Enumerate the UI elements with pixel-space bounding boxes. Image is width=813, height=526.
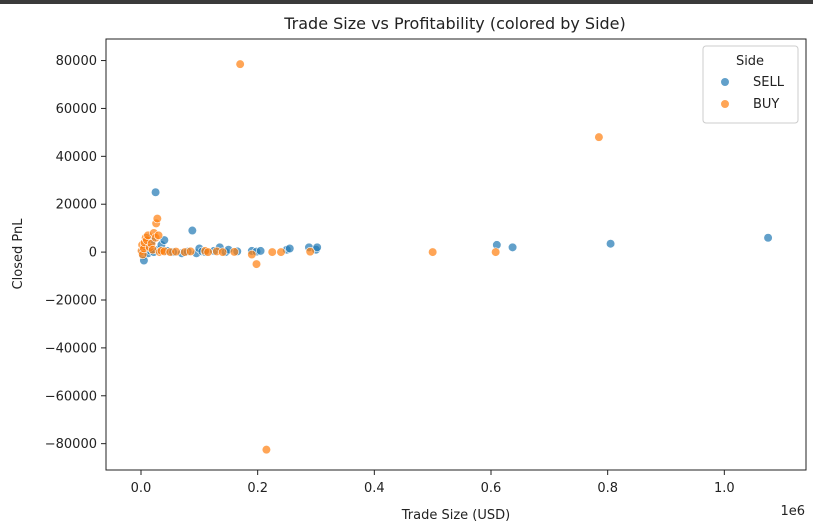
data-point-sell	[255, 246, 266, 256]
y-axis-label: Closed PnL	[11, 218, 26, 290]
plot-area	[105, 38, 807, 471]
y-tick-label: 40000	[56, 150, 97, 165]
x-tick-label: 0.4	[364, 481, 385, 496]
x-tick-label: 1.0	[714, 481, 735, 496]
data-point-buy	[235, 59, 245, 69]
data-point-buy	[594, 132, 604, 142]
data-point-buy	[203, 247, 213, 257]
data-point-buy	[171, 247, 181, 257]
x-tick-label: 0.8	[597, 481, 618, 496]
y-axis: −80000 −60000 −40000 −20000 0 20000 40000 60000…	[45, 54, 106, 452]
chart-title: Trade Size vs Profitability (colored by …	[283, 14, 626, 33]
legend-title: Side	[736, 54, 764, 69]
x-axis-offset-text: 1e6	[780, 504, 805, 519]
data-point-sell	[150, 187, 161, 197]
data-point-buy	[276, 247, 286, 257]
y-tick-label: −20000	[45, 293, 97, 308]
data-point-sell	[312, 242, 322, 252]
top-edge-bar	[0, 0, 813, 4]
x-tick-label: 0.0	[131, 481, 152, 496]
data-point-buy	[218, 247, 228, 257]
x-tick-label: 0.2	[247, 481, 268, 496]
x-axis: 0.0 0.2 0.4 0.6 0.8 1.0	[131, 470, 735, 496]
data-point-buy	[229, 247, 239, 257]
y-tick-label: −80000	[45, 437, 97, 452]
data-point-buy	[153, 230, 164, 240]
data-point-buy	[261, 445, 272, 455]
data-point-sell	[187, 225, 197, 236]
y-tick-label: −40000	[45, 341, 97, 356]
y-tick-label: 80000	[56, 54, 97, 69]
legend: Side SELL BUY	[702, 45, 799, 124]
data-point-buy	[185, 246, 196, 256]
y-tick-label: 20000	[56, 198, 97, 213]
data-point-sell	[605, 239, 616, 249]
y-tick-label: 60000	[56, 102, 97, 117]
data-point-buy	[247, 249, 257, 260]
legend-label-buy: BUY	[753, 97, 779, 112]
y-tick-label: −60000	[45, 389, 97, 404]
data-point-sell	[507, 242, 518, 252]
data-point-buy	[251, 259, 262, 269]
data-point-buy	[428, 247, 438, 257]
data-points	[136, 59, 773, 455]
x-axis-label: Trade Size (USD)	[401, 508, 510, 523]
legend-label-sell: SELL	[753, 75, 785, 90]
legend-marker-sell	[720, 77, 730, 87]
data-point-buy	[491, 247, 501, 257]
data-point-buy	[152, 213, 162, 224]
data-point-buy	[267, 247, 277, 257]
data-point-sell	[285, 243, 295, 254]
x-tick-label: 0.6	[481, 481, 502, 496]
y-tick-label: 0	[89, 246, 97, 261]
legend-marker-buy	[720, 99, 730, 109]
data-point-buy	[305, 247, 315, 257]
data-point-sell	[763, 233, 773, 243]
